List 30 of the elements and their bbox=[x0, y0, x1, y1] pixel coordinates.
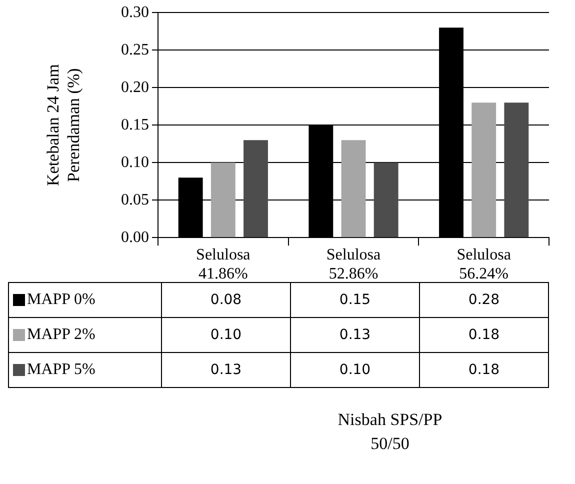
text: 0.15 bbox=[121, 116, 149, 134]
data-label: 0.18 bbox=[420, 352, 548, 388]
text: 0.30 bbox=[121, 4, 149, 21]
text: 0.20 bbox=[121, 78, 149, 96]
data-label: 0.13 bbox=[162, 352, 290, 388]
bar bbox=[210, 162, 236, 238]
x-tick-label: Selulosa 52.86% bbox=[326, 246, 381, 283]
data-label: 0.08 bbox=[162, 282, 290, 318]
data-label: 0.13 bbox=[290, 318, 420, 352]
bar bbox=[472, 102, 496, 238]
data-label: 0.10 bbox=[290, 352, 420, 388]
bar bbox=[244, 140, 268, 238]
y-axis-title: Ketebalan 24 Jam Perendaman (%) bbox=[44, 64, 84, 186]
legend-label: MAPP 2% bbox=[8, 318, 162, 352]
text: 0.05 bbox=[121, 191, 149, 208]
data-label: 0.10 bbox=[162, 318, 290, 352]
legend-label: MAPP 5% bbox=[8, 352, 162, 388]
data-label: 0.18 bbox=[420, 318, 548, 352]
data-label: 0.28 bbox=[420, 282, 548, 318]
bar bbox=[374, 162, 398, 238]
data-label: 0.15 bbox=[290, 282, 420, 318]
text: 0.25 bbox=[121, 41, 149, 58]
x-tick-label: Selulosa 41.86% bbox=[196, 246, 250, 283]
text: Nisbah SPS/PP 50/50 bbox=[336, 409, 444, 455]
x-tick-label: Selulosa 56.24% bbox=[456, 246, 511, 283]
bar bbox=[341, 140, 366, 238]
text: 0.10 bbox=[121, 154, 149, 171]
legend-label: MAPP 0% bbox=[8, 282, 162, 318]
text: 0.00 bbox=[121, 228, 149, 246]
bar bbox=[504, 102, 529, 238]
